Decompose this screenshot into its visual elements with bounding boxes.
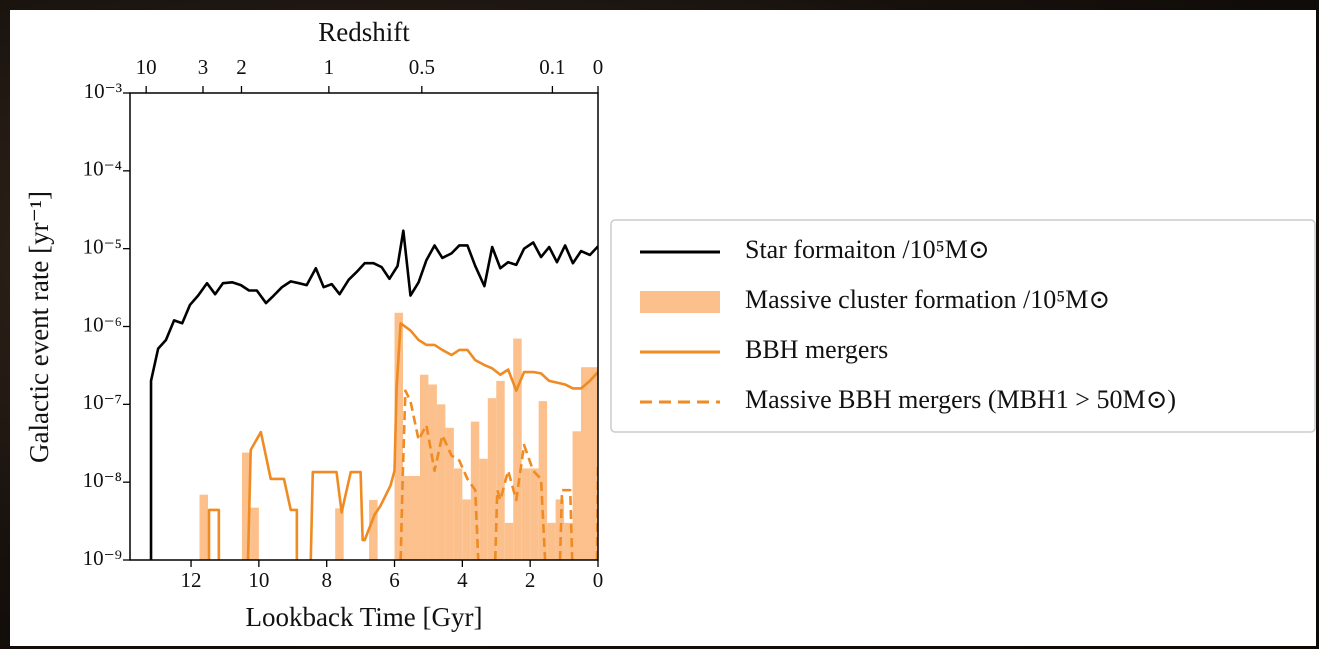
histogram-bar [479, 458, 488, 560]
y-tick-label: 10⁻⁵ [83, 234, 122, 258]
x-tick-label: 8 [321, 568, 332, 592]
histogram-bar [504, 522, 514, 560]
histogram-bar [530, 468, 539, 560]
histogram-bar [369, 500, 378, 560]
y-tick-label: 10⁻⁷ [83, 390, 122, 414]
series-line [149, 229, 598, 560]
legend-label: BBH mergers [745, 335, 888, 364]
y-tick-label: 10⁻⁹ [83, 546, 122, 570]
histogram-bar [403, 476, 412, 560]
histogram-bar [411, 476, 420, 560]
x-tick-label: 0 [593, 568, 604, 592]
y-tick-label: 10⁻⁴ [83, 157, 122, 181]
x2-tick-label: 10 [136, 55, 157, 79]
x-tick-label: 6 [389, 568, 400, 592]
histogram-bar [564, 522, 573, 560]
legend-label: Massive cluster formation /10⁵M⊙ [745, 285, 1110, 314]
x2-tick-label: 1 [324, 55, 335, 79]
x2-tick-label: 2 [236, 55, 247, 79]
series-line [399, 389, 598, 560]
histogram-bar [462, 499, 471, 560]
x-tick-label: 10 [248, 568, 269, 592]
x2-tick-label: 0.1 [539, 55, 565, 79]
y-tick-label: 10⁻⁶ [83, 312, 122, 336]
plot-area [149, 229, 598, 560]
histogram-bar [335, 508, 344, 560]
legend-box [610, 219, 1316, 433]
legend-swatch [640, 291, 720, 313]
x-tick-label: 4 [457, 568, 468, 592]
histogram-bar [513, 338, 522, 560]
histogram-bar [496, 380, 505, 560]
x-axis-label: Lookback Time [Gyr] [246, 602, 483, 632]
histogram-bar [589, 367, 598, 560]
histogram-bar [572, 431, 582, 560]
legend-label: Massive BBH mergers (MBH1 > 50M⊙) [745, 385, 1176, 414]
histogram-bar [428, 384, 437, 560]
histogram-bar [394, 312, 403, 560]
histogram-bar [521, 468, 531, 560]
x-tick-label: 12 [181, 568, 202, 592]
histogram-bar [436, 404, 446, 560]
y-axis-label: Galactic event rate [yr⁻¹] [24, 191, 54, 463]
y-tick-label: 10⁻⁸ [83, 468, 122, 492]
series-line [207, 321, 598, 560]
histogram-bar [241, 452, 251, 560]
y-tick-label: 10⁻³ [84, 79, 122, 103]
histogram-bar [487, 398, 497, 560]
histogram-bar [547, 522, 556, 560]
x2-tick-label: 0.5 [409, 55, 435, 79]
x2-axis-label: Redshift [318, 17, 410, 47]
histogram-bar [445, 427, 454, 560]
histogram-bar [538, 401, 548, 560]
x2-tick-label: 3 [198, 55, 209, 79]
x-tick-label: 2 [525, 568, 536, 592]
histogram-bar [250, 507, 259, 560]
histogram-bar [199, 494, 208, 560]
histogram-bar [581, 367, 590, 560]
histogram-bar [419, 374, 429, 560]
histogram-bar [453, 468, 463, 560]
legend-label: Star formaiton /10⁵M⊙ [745, 235, 990, 264]
x2-tick-label: 0 [593, 55, 604, 79]
